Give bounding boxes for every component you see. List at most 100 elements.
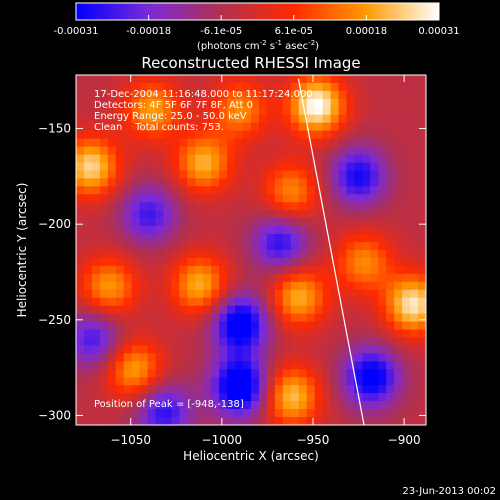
image-pixel xyxy=(203,257,212,267)
image-pixel xyxy=(203,178,212,187)
image-pixel xyxy=(107,210,117,219)
image-pixel xyxy=(282,146,292,155)
image-pixel xyxy=(386,234,395,243)
image-pixel xyxy=(314,90,323,100)
image-pixel xyxy=(115,98,125,108)
image-pixel xyxy=(243,369,252,378)
image-pixel xyxy=(76,265,85,275)
image-pixel xyxy=(243,329,252,338)
image-pixel xyxy=(227,178,236,187)
image-pixel xyxy=(147,178,156,187)
image-pixel xyxy=(418,122,426,132)
image-pixel xyxy=(394,417,403,425)
image-pixel xyxy=(83,202,93,211)
image-pixel xyxy=(76,329,85,338)
image-pixel xyxy=(266,90,276,100)
image-pixel xyxy=(91,218,101,227)
image-pixel xyxy=(410,90,419,100)
image-pixel xyxy=(243,122,252,132)
image-pixel xyxy=(123,218,133,227)
image-pixel xyxy=(123,98,133,108)
image-pixel xyxy=(115,313,125,322)
image-pixel xyxy=(155,417,164,425)
image-pixel xyxy=(362,393,371,402)
image-pixel xyxy=(258,114,268,124)
image-pixel xyxy=(330,210,339,219)
image-pixel xyxy=(139,385,148,394)
image-pixel xyxy=(282,138,292,147)
image-pixel xyxy=(362,329,371,338)
image-pixel xyxy=(131,313,141,322)
image-pixel xyxy=(258,297,268,307)
image-pixel xyxy=(274,353,284,362)
image-pixel xyxy=(99,106,109,116)
image-pixel xyxy=(306,250,316,259)
image-pixel xyxy=(418,250,426,259)
image-pixel xyxy=(290,75,300,84)
image-pixel xyxy=(354,170,363,179)
image-pixel xyxy=(243,234,252,243)
image-pixel xyxy=(131,154,141,163)
image-pixel xyxy=(282,178,292,187)
image-pixel xyxy=(99,90,109,100)
image-pixel xyxy=(203,90,212,100)
image-pixel xyxy=(219,257,228,267)
image-pixel xyxy=(83,289,93,299)
image-pixel xyxy=(219,385,228,394)
image-pixel xyxy=(99,313,109,322)
image-pixel xyxy=(139,234,148,243)
image-pixel xyxy=(282,297,292,307)
image-pixel xyxy=(83,75,93,84)
image-pixel xyxy=(107,305,117,315)
image-pixel xyxy=(227,377,236,386)
image-pixel xyxy=(171,393,180,402)
image-pixel xyxy=(418,170,426,179)
image-pixel xyxy=(258,75,268,84)
image-pixel xyxy=(99,98,109,108)
image-pixel xyxy=(155,377,164,386)
image-pixel xyxy=(251,210,260,219)
image-pixel xyxy=(370,289,379,299)
image-pixel xyxy=(235,329,244,338)
image-pixel xyxy=(91,90,101,100)
image-pixel xyxy=(258,409,268,418)
image-pixel xyxy=(330,345,339,354)
image-pixel xyxy=(338,353,347,362)
image-pixel xyxy=(282,369,292,378)
image-pixel xyxy=(418,210,426,219)
image-pixel xyxy=(83,321,93,330)
image-pixel xyxy=(338,369,347,378)
image-pixel xyxy=(274,265,284,275)
image-pixel xyxy=(195,409,204,418)
image-pixel xyxy=(235,170,244,179)
image-pixel xyxy=(394,242,403,251)
image-pixel xyxy=(139,146,148,155)
image-pixel xyxy=(394,265,403,275)
image-pixel xyxy=(235,202,244,211)
image-pixel xyxy=(386,210,395,219)
image-pixel xyxy=(91,250,101,259)
image-pixel xyxy=(155,337,164,346)
image-pixel xyxy=(187,162,196,171)
image-pixel xyxy=(195,250,204,259)
image-pixel xyxy=(139,393,148,402)
image-pixel xyxy=(227,321,236,330)
image-pixel xyxy=(219,297,228,307)
image-pixel xyxy=(171,353,180,362)
image-pixel xyxy=(76,361,85,370)
image-pixel xyxy=(83,242,93,251)
image-pixel xyxy=(203,361,212,370)
image-pixel xyxy=(243,361,252,370)
image-pixel xyxy=(298,122,308,132)
image-pixel xyxy=(155,393,164,402)
image-pixel xyxy=(402,321,411,330)
image-pixel xyxy=(179,234,188,243)
image-pixel xyxy=(330,154,339,163)
image-pixel xyxy=(123,321,133,330)
image-pixel xyxy=(306,218,316,227)
image-pixel xyxy=(314,146,323,155)
image-pixel xyxy=(235,226,244,235)
image-pixel xyxy=(179,321,188,330)
image-pixel xyxy=(243,393,252,402)
image-pixel xyxy=(171,98,180,108)
